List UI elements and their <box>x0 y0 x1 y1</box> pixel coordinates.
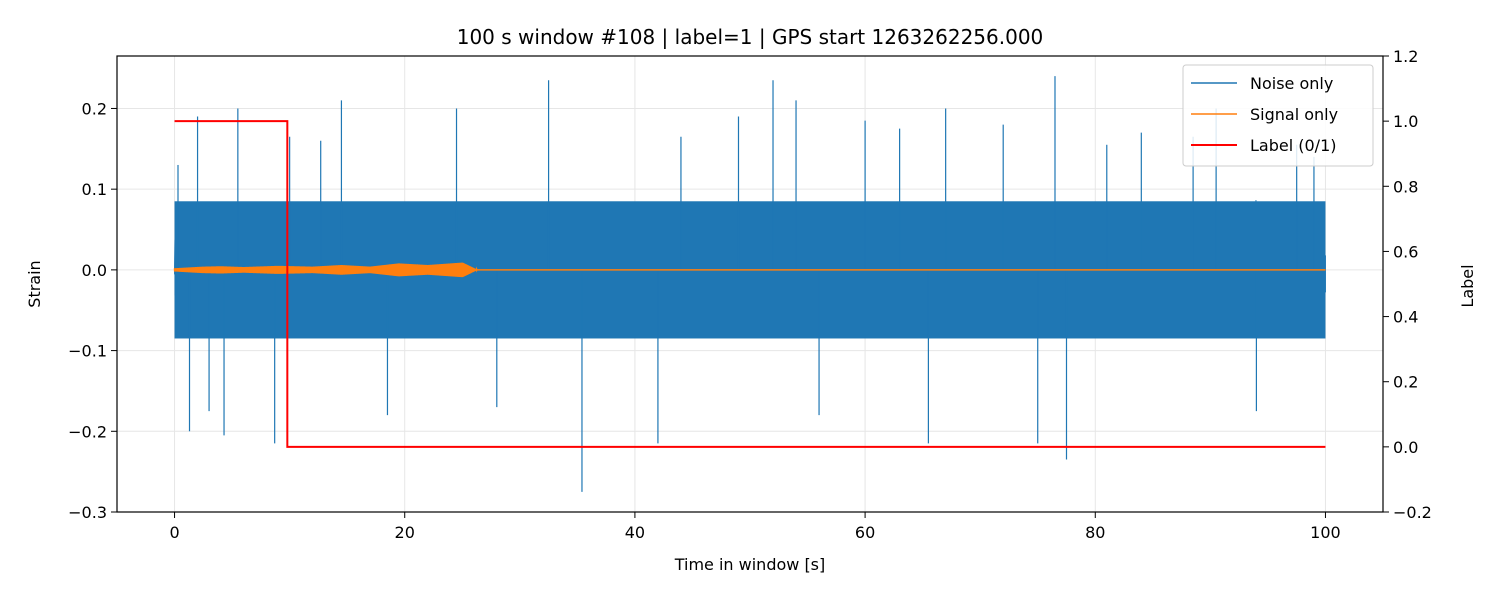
x-tick-label: 0 <box>169 523 179 542</box>
legend-label-noise: Noise only <box>1250 74 1333 93</box>
series-line-signal <box>173 262 1326 278</box>
y2-tick-label: 1.0 <box>1393 112 1418 131</box>
y2-tick-label: 0.4 <box>1393 308 1418 327</box>
x-tick-label: 20 <box>395 523 415 542</box>
y-tick-label: −0.2 <box>68 422 107 441</box>
y-axis-label: Strain <box>25 260 44 307</box>
chart-title: 100 s window #108 | label=1 | GPS start … <box>457 25 1044 49</box>
y2-axis-ticks: −0.2 0.0 0.2 0.4 0.6 0.8 1.0 1.2 <box>1383 47 1432 522</box>
y2-tick-label: 0.8 <box>1393 177 1418 196</box>
x-tick-label: 40 <box>625 523 645 542</box>
x-tick-label: 100 <box>1310 523 1341 542</box>
y-tick-label: 0.2 <box>82 99 107 118</box>
y-tick-label: −0.3 <box>68 503 107 522</box>
y2-tick-label: −0.2 <box>1393 503 1432 522</box>
legend: Noise only Signal only Label (0/1) <box>1182 64 1374 167</box>
series-line-label <box>174 120 1326 448</box>
plot-area <box>173 76 1326 492</box>
y-tick-label: 0.0 <box>82 261 107 280</box>
y2-tick-label: 1.2 <box>1393 47 1418 66</box>
x-axis-label: Time in window [s] <box>674 555 826 574</box>
legend-label-label: Label (0/1) <box>1250 136 1336 155</box>
y2-tick-label: 0.0 <box>1393 438 1418 457</box>
legend-box <box>1182 64 1374 167</box>
legend-label-signal: Signal only <box>1250 105 1338 124</box>
y-axis-ticks: −0.3 −0.2 −0.1 0.0 0.1 0.2 <box>68 99 117 522</box>
x-tick-label: 80 <box>1085 523 1105 542</box>
plot-frame <box>116 55 1384 513</box>
x-tick-label: 60 <box>855 523 875 542</box>
y2-tick-label: 0.6 <box>1393 242 1418 261</box>
y2-axis-label: Label <box>1458 264 1477 307</box>
x-axis-ticks: 0 20 40 60 80 100 <box>169 512 1341 542</box>
y2-tick-label: 0.2 <box>1393 373 1418 392</box>
y-tick-label: −0.1 <box>68 342 107 361</box>
y-tick-label: 0.1 <box>82 180 107 199</box>
